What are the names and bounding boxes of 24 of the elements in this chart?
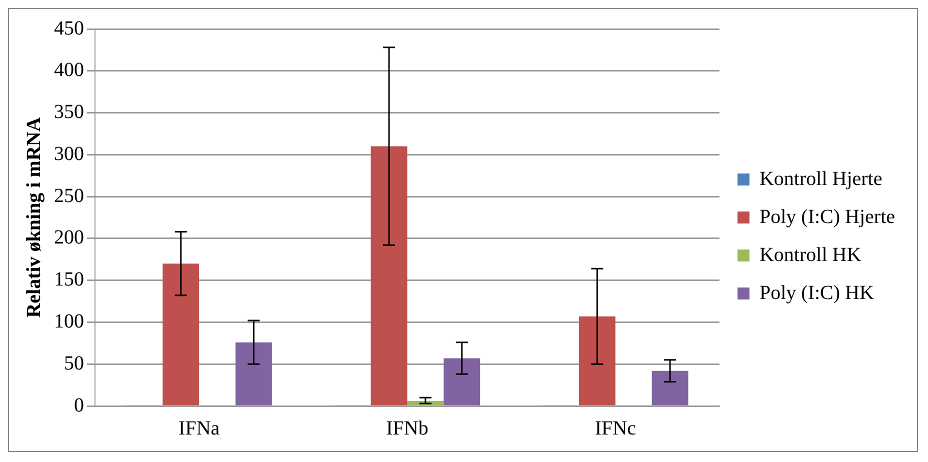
y-tick-label: 200 <box>54 226 84 249</box>
bar <box>444 358 480 406</box>
y-tick-label: 350 <box>54 101 84 124</box>
x-tick-label: IFNa <box>178 417 220 440</box>
legend-label: Poly (I:C) Hjerte <box>759 206 896 228</box>
y-tick-label: 250 <box>54 184 84 207</box>
y-tick-label: 50 <box>64 352 84 374</box>
y-tick-label: 0 <box>74 394 84 416</box>
bar <box>162 264 200 406</box>
x-tick-label: IFNb <box>386 417 428 440</box>
bar <box>578 316 616 406</box>
x-tick-label: IFNc <box>594 417 636 440</box>
y-tick-label: 100 <box>54 310 84 332</box>
y-axis-title: Relativ økning i mRNA <box>23 116 46 318</box>
legend-label: Poly (I:C) HK <box>759 282 874 304</box>
y-tick-label: 300 <box>54 142 84 165</box>
bar <box>370 146 408 406</box>
y-tick-label: 400 <box>54 59 84 82</box>
y-tick-label: 450 <box>54 17 84 40</box>
legend-label: Kontroll Hjerte <box>759 168 882 190</box>
legend-label: Kontroll HK <box>759 244 862 266</box>
bar <box>236 342 272 406</box>
y-tick-label: 150 <box>54 268 84 291</box>
bar <box>652 370 688 406</box>
